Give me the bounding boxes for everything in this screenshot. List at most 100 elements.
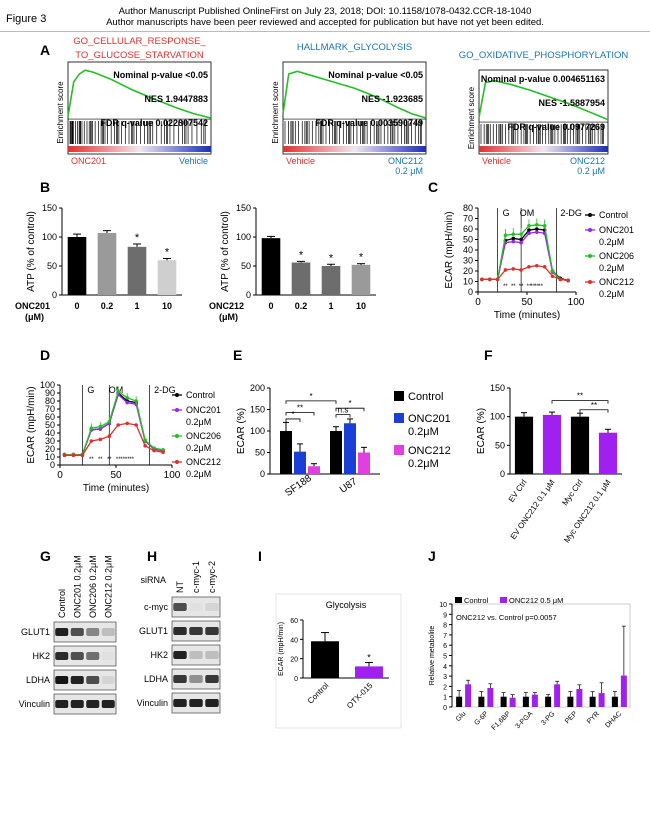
panel-label-b: B (40, 179, 51, 195)
x-tick-label: 100 (164, 470, 181, 481)
y-tick-label: 5 (443, 654, 447, 661)
legend-label-2: 0.2μM (408, 458, 439, 470)
series-line (64, 391, 164, 456)
legend-swatch (500, 597, 507, 603)
y-tick-label: 40 (45, 428, 55, 438)
lane-label: NT (175, 581, 185, 593)
x-tick-label: Control (306, 681, 331, 706)
western-western-h: NT c-myc-1 c-myc-2 siRNA c-myc GLUT1 HK2 LDHA Vi… (137, 561, 221, 714)
y-tick-label: 4 (443, 664, 447, 671)
blot-strip (53, 645, 117, 667)
x-tick-label: 0 (57, 470, 63, 481)
enrichment-curve (67, 69, 212, 119)
legend-label: Control (599, 210, 628, 220)
bar (522, 696, 529, 707)
significance-star: ** (107, 457, 112, 463)
y-tick-label: 80 (45, 396, 55, 406)
legend-swatch (394, 445, 404, 455)
protein-band (55, 700, 69, 708)
significance-label: * (291, 410, 294, 419)
data-point (98, 437, 103, 442)
significance-star: ** (519, 284, 524, 290)
legend-label-2: 0.2μM (599, 289, 624, 299)
significance-label: ** (577, 392, 583, 401)
y-tick-label: 0 (500, 469, 505, 479)
gsea-ylabel: Enrichment score (467, 86, 476, 149)
x-tick-label: 0.2 (101, 301, 114, 311)
data-point (503, 268, 508, 272)
y-tick-label: 50 (241, 261, 251, 271)
y-tick-label: 10 (463, 277, 473, 287)
y-tick-label: 7 (443, 633, 447, 640)
significance-star: ** (538, 284, 543, 290)
x-tick-label: U87 (338, 476, 360, 496)
x-tick-label: 10 (356, 301, 366, 311)
protein-label: Vinculin (137, 698, 168, 708)
x-tick-label: 0.2 (295, 301, 308, 311)
data-point (535, 227, 539, 231)
panel-label-e: E (233, 347, 243, 363)
data-point (125, 421, 129, 426)
x-tick-label: F1,6BP (491, 710, 513, 732)
significance-star: ** (531, 284, 536, 290)
y-tick-label: 50 (495, 440, 505, 450)
bar (355, 666, 383, 678)
x-axis-label-2: (μM) (25, 312, 44, 322)
gsea-left-label: ONC201 (71, 156, 106, 166)
chart-title: Glycolysis (326, 600, 367, 610)
significance-bracket (285, 400, 337, 404)
data-point (125, 400, 129, 405)
significance-bracket (579, 409, 609, 413)
series-line (64, 422, 164, 457)
significance-star: ** (129, 457, 134, 463)
gsea-stat-1: Nominal p-value <0.05 (113, 70, 208, 80)
rank-gradient (479, 146, 608, 152)
y-tick-label: 90 (45, 388, 55, 398)
y-tick-label: 10 (45, 452, 55, 462)
gsea-stat-2: NES -1.923685 (361, 94, 423, 104)
panel-label-i: I (258, 548, 262, 564)
panel-label-h: H (147, 548, 158, 564)
protein-band (101, 676, 115, 684)
significance-label: * (348, 399, 351, 408)
blot-strip (53, 621, 117, 643)
bar (280, 431, 292, 474)
legend-marker (588, 228, 592, 232)
protein-band (173, 627, 187, 635)
protein-label: c-myc (144, 602, 168, 612)
legend-marker (175, 460, 179, 464)
bar (514, 416, 534, 474)
legend-label: Control (464, 596, 489, 605)
y-tick-label: 60 (45, 412, 55, 422)
gsea-stat-1: Nominal p-value 0.004651163 (481, 74, 605, 84)
protein-band (70, 676, 84, 684)
data-point (161, 450, 165, 455)
y-tick-label: 0 (443, 705, 447, 712)
y-tick-label: 2 (443, 684, 447, 691)
protein-band (189, 675, 203, 683)
data-point (527, 231, 531, 235)
bar (308, 466, 320, 474)
bar (157, 260, 177, 295)
protein-label: HK2 (32, 651, 50, 661)
protein-band (55, 652, 69, 660)
x-axis-label: Time (minutes) (494, 310, 560, 321)
western-western-g: Control ONC201 0.2μM ONC206 0.2μM ONC212 0.… (19, 555, 117, 715)
legend-marker (175, 393, 179, 397)
data-point (80, 453, 85, 458)
gsea-title: HALLMARK_GLYCOLYSIS (297, 42, 412, 53)
y-tick-label: 70 (45, 404, 55, 414)
legend-label-2: 0.2μM (599, 263, 624, 273)
protein-band (173, 651, 187, 659)
gsea-left-label: Vehicle (286, 156, 315, 166)
legend-marker (588, 213, 592, 217)
y-tick-label: 30 (45, 436, 55, 446)
protein-band (101, 628, 115, 636)
x-tick-label: 100 (568, 297, 585, 308)
significance-star: * (359, 252, 364, 264)
significance-star: ** (125, 457, 130, 463)
protein-band (205, 603, 219, 611)
protein-label: LDHA (26, 675, 50, 685)
